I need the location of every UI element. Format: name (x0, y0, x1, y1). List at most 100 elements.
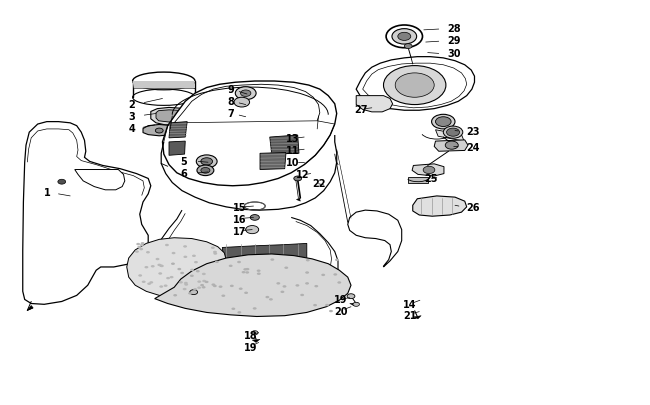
Circle shape (151, 265, 155, 268)
Circle shape (192, 255, 196, 258)
Circle shape (193, 288, 197, 291)
Circle shape (211, 284, 215, 286)
Circle shape (237, 261, 241, 264)
Circle shape (333, 273, 337, 276)
Circle shape (174, 294, 177, 297)
Text: 13: 13 (286, 134, 300, 143)
Text: 21: 21 (403, 310, 417, 320)
Circle shape (155, 258, 159, 260)
Circle shape (237, 311, 241, 314)
Circle shape (300, 294, 304, 296)
Circle shape (335, 259, 339, 262)
Polygon shape (27, 306, 33, 311)
Circle shape (202, 280, 206, 283)
Polygon shape (156, 111, 188, 123)
Circle shape (180, 272, 184, 275)
Text: 25: 25 (424, 174, 437, 184)
Circle shape (183, 245, 187, 248)
Circle shape (329, 310, 333, 313)
Circle shape (315, 285, 318, 288)
Text: 14: 14 (403, 300, 417, 309)
Polygon shape (348, 211, 402, 267)
Circle shape (190, 275, 194, 277)
Circle shape (201, 158, 213, 166)
Text: 30: 30 (447, 49, 461, 58)
Circle shape (432, 115, 455, 130)
Circle shape (447, 129, 460, 137)
Text: 26: 26 (467, 202, 480, 212)
Circle shape (190, 269, 194, 271)
Circle shape (140, 243, 144, 245)
Polygon shape (169, 122, 187, 139)
Circle shape (144, 266, 148, 269)
Polygon shape (408, 177, 428, 183)
Polygon shape (75, 170, 125, 190)
Circle shape (165, 244, 169, 247)
Circle shape (183, 256, 187, 258)
Circle shape (155, 129, 163, 134)
Circle shape (306, 259, 310, 262)
Circle shape (198, 281, 202, 283)
Circle shape (384, 66, 446, 105)
Circle shape (296, 284, 300, 287)
Text: 6: 6 (181, 168, 187, 178)
Polygon shape (270, 136, 299, 155)
Circle shape (257, 273, 261, 275)
Circle shape (231, 308, 235, 310)
Circle shape (164, 285, 168, 287)
Circle shape (196, 270, 200, 273)
Circle shape (166, 277, 170, 279)
Polygon shape (143, 125, 177, 136)
Circle shape (197, 166, 214, 176)
Circle shape (177, 268, 181, 271)
Text: 10: 10 (286, 158, 300, 168)
Circle shape (202, 273, 206, 275)
Circle shape (201, 168, 210, 174)
Polygon shape (23, 122, 151, 305)
Circle shape (136, 243, 140, 246)
Circle shape (305, 282, 309, 285)
Circle shape (353, 303, 359, 307)
Circle shape (139, 248, 143, 251)
Circle shape (321, 274, 325, 277)
Circle shape (159, 265, 163, 267)
Circle shape (213, 251, 217, 254)
Text: 20: 20 (334, 306, 348, 316)
Text: 8: 8 (227, 97, 235, 107)
Text: 16: 16 (233, 215, 246, 224)
Circle shape (188, 292, 192, 295)
Polygon shape (162, 82, 337, 186)
Polygon shape (296, 198, 300, 202)
Circle shape (150, 281, 153, 284)
Circle shape (245, 271, 249, 274)
Circle shape (230, 285, 234, 288)
Circle shape (148, 283, 151, 285)
Circle shape (137, 246, 141, 249)
Polygon shape (436, 130, 464, 142)
Text: 5: 5 (181, 156, 187, 166)
Circle shape (183, 288, 187, 290)
Circle shape (246, 268, 250, 271)
Circle shape (234, 98, 250, 108)
Circle shape (146, 252, 150, 254)
Circle shape (213, 253, 217, 255)
Text: 19: 19 (244, 343, 258, 352)
Circle shape (194, 261, 198, 264)
Text: 24: 24 (467, 143, 480, 153)
Text: 28: 28 (447, 24, 461, 34)
Circle shape (306, 272, 309, 274)
Circle shape (58, 180, 66, 185)
Circle shape (404, 45, 412, 49)
Polygon shape (413, 316, 421, 319)
Circle shape (159, 286, 163, 288)
Circle shape (160, 265, 164, 268)
Text: 11: 11 (286, 146, 300, 156)
Polygon shape (260, 153, 286, 170)
Circle shape (294, 177, 302, 181)
Circle shape (240, 91, 251, 97)
Polygon shape (151, 108, 193, 126)
Circle shape (200, 284, 204, 287)
Circle shape (229, 265, 233, 267)
Text: 4: 4 (129, 124, 135, 134)
Circle shape (142, 281, 146, 283)
